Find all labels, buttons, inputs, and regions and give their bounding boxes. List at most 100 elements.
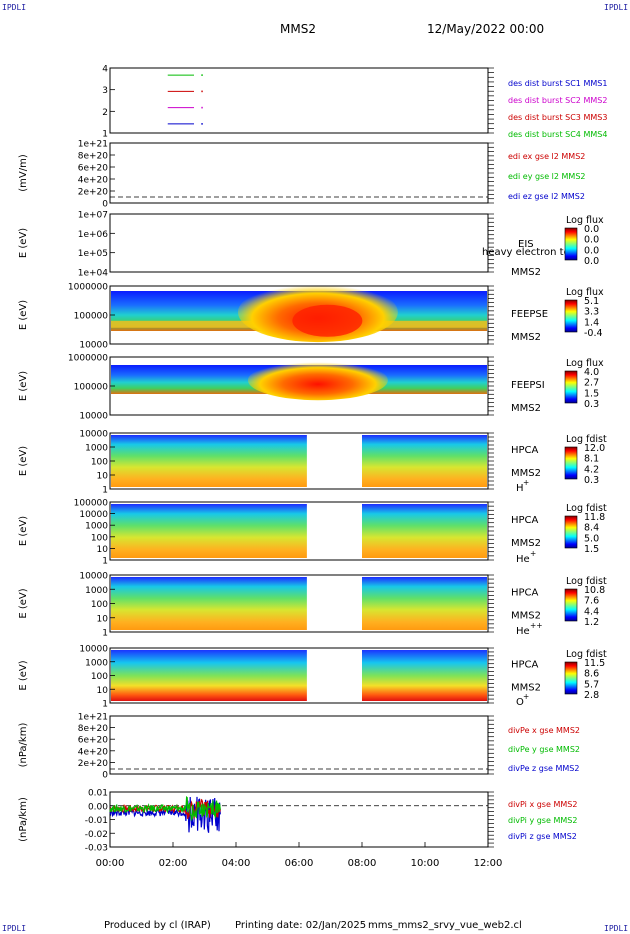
spectrogram-segment <box>362 435 487 487</box>
spectrogram-core <box>292 304 363 337</box>
colorbar-tick-label: 0.0 <box>584 256 599 267</box>
panel-hpca-o: 10000 1000 100 10 1 E (eV) HPCA MMS2 O+ Log fdist… <box>18 645 607 710</box>
spectrogram-segment <box>111 435 307 487</box>
y-tick-label: 8e+20 <box>78 724 109 734</box>
y-tick-label: 100000 <box>74 383 109 393</box>
spectrogram-segment <box>362 504 487 558</box>
instrument-label: FEEPSI <box>511 380 545 391</box>
legend-entry: des dist burst SC2 MMS2 <box>508 96 607 105</box>
colorbar-tick-label: 4.2 <box>584 464 599 475</box>
colorbar-tick-label: 2.7 <box>584 378 599 389</box>
time-tick-label: 10:00 <box>411 858 440 869</box>
panel-feepse: 1000000 100000 10000 E (eV) FEEPSE MMS2 Log fl… <box>18 282 604 351</box>
corner-label-bottom-right: IPDLI <box>604 924 629 933</box>
y-tick-label: 2e+20 <box>78 188 109 198</box>
y-axis-label: E (eV) <box>18 588 29 618</box>
colorbar-tick-label: -0.4 <box>584 328 603 339</box>
colorbar-tick-label: 12.0 <box>584 443 605 454</box>
spacecraft-label: MMS2 <box>511 468 541 479</box>
y-tick-label: 10000 <box>79 430 108 440</box>
colorbar-title: Log flux <box>566 358 604 369</box>
legend-entry: edi ez gse l2 MMS2 <box>508 192 585 201</box>
colorbar <box>564 227 578 261</box>
colorbar-tick-label: 5.1 <box>584 296 599 307</box>
y-tick-label: 8e+20 <box>78 152 109 162</box>
panel-frame <box>109 715 489 775</box>
spectrogram-segment <box>362 577 487 630</box>
colorbar-tick-label: 1.4 <box>584 317 599 328</box>
y-axis-label: E (eV) <box>18 446 29 476</box>
y-tick-label: 100000 <box>74 499 109 509</box>
y-tick-label: 1000000 <box>68 354 108 364</box>
panel-divpi: 0.01 0.00 -0.01 -0.02 -0.03 (nPa/km) divPi x g… <box>18 789 577 854</box>
time-tick-label: 00:00 <box>96 858 125 869</box>
y-tick-label: -0.03 <box>85 844 108 854</box>
legend-entry: divPi z gse MMS2 <box>508 832 577 841</box>
panel-frame <box>109 791 489 848</box>
y-tick-label: 1000 <box>85 522 108 532</box>
spacecraft-label: MMS2 <box>511 683 541 694</box>
panel-frame <box>109 67 489 134</box>
y-tick-label: 10 <box>97 472 109 482</box>
spacecraft-label: MMS2 <box>511 267 541 278</box>
y-tick-label: 1000 <box>85 658 108 668</box>
colorbar-tick-label: 1.2 <box>584 617 599 628</box>
colorbar-title: Log fdist <box>566 576 607 587</box>
spacecraft-label: MMS2 <box>511 611 541 622</box>
instrument-label: EIS <box>518 239 534 250</box>
colorbar-tick-label: 7.6 <box>584 596 599 607</box>
y-tick-label: 100 <box>91 533 108 543</box>
y-tick-label: 1 <box>102 700 108 710</box>
y-tick-label: 100 <box>91 672 108 682</box>
colorbar-tick-label: 8.1 <box>584 454 599 465</box>
colorbar-tick-label: 5.0 <box>584 533 599 544</box>
y-tick-label: 1000 <box>85 586 108 596</box>
spectrogram-segment <box>362 650 487 701</box>
time-tick-label: 04:00 <box>222 858 251 869</box>
instrument-label: HPCA <box>511 660 539 671</box>
panel-dist-burst: 4 3 2 1 des dist burst SC1 MMS1 des dist burs… <box>102 65 607 140</box>
corner-label-top-right: IPDLI <box>604 3 629 12</box>
y-axis-label: (nPa/km) <box>18 797 29 842</box>
spectrogram-segment <box>111 577 307 630</box>
y-tick-label: -0.01 <box>85 816 108 826</box>
y-tick-label: 1 <box>102 557 108 567</box>
legend-entry: des dist burst SC4 MMS4 <box>508 130 607 139</box>
corner-label-bottom-left: IPDLI <box>2 924 27 933</box>
time-axis: 00:00 02:00 04:00 06:00 08:00 10:00 12:00 <box>96 842 502 869</box>
colorbar-tick-label: 1.5 <box>584 544 599 555</box>
eis-note: heavy electron tof <box>482 247 574 258</box>
y-tick-label: 100 <box>91 600 108 610</box>
spectrogram-segment <box>111 650 307 701</box>
colorbar-tick-label: 5.7 <box>584 679 599 690</box>
panel-edi: 1e+21 8e+20 6e+20 4e+20 2e+20 0 (mV/m) edi ex g… <box>18 140 586 210</box>
spectrogram-segment <box>111 504 307 558</box>
colorbar-tick-label: 11.5 <box>584 658 605 669</box>
colorbar-tick-label: 8.6 <box>584 669 599 680</box>
colorbar-title: Log fdist <box>566 434 607 445</box>
y-tick-label: 10 <box>97 686 109 696</box>
panel-eis: 1e+07 1e+06 1e+05 1e+04 E (eV) EIS MMS2 heavy e… <box>18 211 604 279</box>
y-tick-label: 100000 <box>74 312 109 322</box>
colorbar <box>564 588 578 622</box>
page-title: MMS2 <box>280 22 316 36</box>
colorbar-tick-label: 8.4 <box>584 523 599 534</box>
y-tick-label: 4e+20 <box>78 747 109 757</box>
y-tick-label: 6e+20 <box>78 164 109 174</box>
y-tick-label: 10000 <box>79 510 108 520</box>
legend-entry: edi ey gse l2 MMS2 <box>508 172 586 181</box>
legend-entry: divPe y gse MMS2 <box>508 745 580 754</box>
colorbar-tick-label: 0.0 <box>584 245 599 256</box>
legend-entry: edi ex gse l2 MMS2 <box>508 152 585 161</box>
y-tick-label: 0 <box>102 771 108 781</box>
time-tick-label: 08:00 <box>348 858 377 869</box>
y-tick-label: 2e+20 <box>78 759 109 769</box>
burst-dot <box>201 123 203 125</box>
colorbar-tick-label: 0.0 <box>584 224 599 235</box>
colorbar-title: Log fdist <box>566 649 607 660</box>
instrument-label: FEEPSE <box>511 309 548 320</box>
instrument-label: HPCA <box>511 515 539 526</box>
panel-frame <box>109 213 489 273</box>
legend-entry: divPe z gse MMS2 <box>508 764 579 773</box>
